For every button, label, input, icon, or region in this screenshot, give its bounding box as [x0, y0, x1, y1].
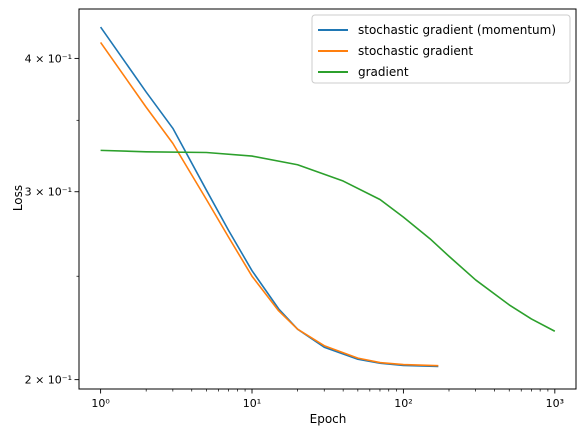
x-tick-label: 10² [394, 397, 412, 410]
series-line-stochastic [99, 41, 439, 367]
series-lines [99, 26, 556, 368]
x-axis-ticks: 10⁰ 10¹ 10² 10³ [91, 389, 564, 410]
x-tick-label: 10³ [546, 397, 564, 410]
y-tick-label: 2 × 10⁻¹ [25, 374, 72, 387]
x-tick-label: 10¹ [243, 397, 261, 410]
legend-label-gradient: gradient [358, 65, 409, 79]
legend-label-momentum: stochastic gradient (momentum) [358, 23, 556, 37]
y-tick-label: 4 × 10⁻¹ [25, 52, 72, 65]
y-tick-label: 3 × 10⁻¹ [25, 186, 72, 199]
x-axis-label: Epoch [310, 412, 347, 426]
legend-label-stochastic: stochastic gradient [358, 44, 473, 58]
y-axis-ticks: 2 × 10⁻¹ 3 × 10⁻¹ 4 × 10⁻¹ [25, 52, 79, 387]
y-axis-label: Loss [11, 185, 25, 211]
plot-frame [78, 8, 577, 390]
series-line-gradient [100, 149, 556, 332]
legend-box [311, 14, 571, 84]
legend: stochastic gradient (momentum) stochasti… [311, 14, 571, 84]
x-tick-label: 10⁰ [91, 397, 110, 410]
